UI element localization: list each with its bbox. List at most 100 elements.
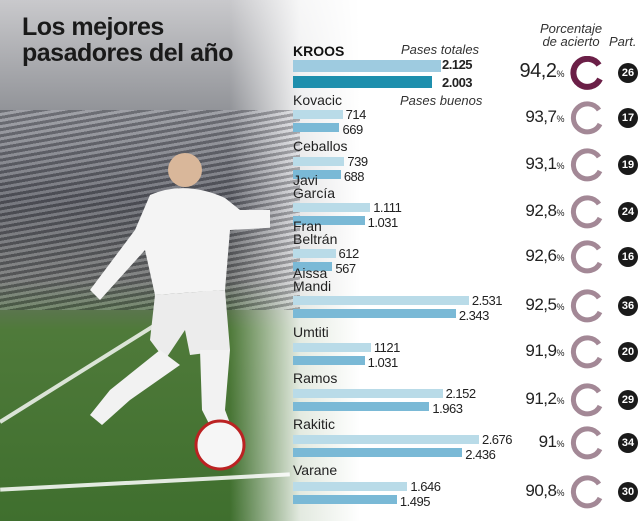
value-good-passes: 1.495: [399, 494, 431, 509]
bar-good-passes: [293, 495, 397, 504]
matches-badge: 16: [618, 247, 638, 267]
pct-suffix: %: [556, 161, 564, 171]
bar-total-passes: [293, 343, 371, 352]
value-total-passes: 612: [338, 246, 360, 261]
header-pct-line2: de acierto: [542, 34, 600, 49]
accuracy-percentage: 91,2%: [525, 389, 564, 409]
pct-value: 91,2: [525, 389, 557, 408]
pct-suffix: %: [556, 439, 564, 449]
pct-value: 92,5: [525, 295, 557, 314]
matches-badge: 24: [618, 202, 638, 222]
accuracy-ring: [570, 195, 603, 229]
player-name: Ramos: [293, 370, 338, 386]
header-pct-line1: Porcentaje: [540, 21, 603, 36]
bar-total-passes: [293, 203, 371, 212]
page-title: Los mejores pasadores del año: [22, 14, 234, 67]
bar-total-passes: [293, 482, 408, 491]
player-name: Fran Beltrán: [293, 218, 338, 247]
bar-total-passes: [293, 435, 479, 444]
bar-total-passes: [293, 296, 469, 305]
header-good-passes: Pases buenos: [400, 93, 483, 108]
accuracy-ring: [570, 335, 603, 369]
pct-value: 92,8: [525, 201, 557, 220]
pct-suffix: %: [556, 396, 564, 406]
accuracy-percentage: 90,8%: [525, 481, 564, 501]
title-line-2: pasadores del año: [22, 39, 234, 67]
value-total-passes: 2.125: [442, 57, 473, 72]
bar-good-passes: [293, 309, 456, 318]
header-percentage: Porcentaje de acierto: [540, 22, 602, 48]
value-good-passes: 2.003: [442, 75, 473, 90]
pct-suffix: %: [556, 488, 564, 498]
accuracy-ring: [570, 240, 603, 274]
value-good-passes: 567: [335, 261, 356, 276]
accuracy-arc: [570, 475, 603, 509]
bar-total-passes: [293, 60, 441, 72]
header-total-passes: Pases totales: [401, 42, 480, 57]
accuracy-arc: [570, 101, 603, 135]
player-illustration: [90, 153, 270, 471]
bar-good-passes: [293, 402, 430, 411]
pct-value: 91,9: [525, 341, 557, 360]
accuracy-ring: [570, 56, 603, 90]
player-name: Kovacic: [293, 92, 343, 108]
pct-suffix: %: [556, 348, 564, 358]
pct-value: 92,6: [525, 246, 557, 265]
value-total-passes: 2.531: [471, 293, 503, 308]
bar-total-passes: [293, 157, 345, 166]
matches-badge: 34: [618, 433, 638, 453]
pct-suffix: %: [556, 208, 564, 218]
bar-good-passes: [293, 262, 333, 271]
bar-total-passes: [293, 389, 443, 398]
value-good-passes: 2.436: [465, 447, 496, 462]
accuracy-ring: [570, 383, 603, 417]
matches-badge: 29: [618, 390, 638, 410]
player-name: Rakitic: [293, 416, 336, 432]
pct-suffix: %: [556, 253, 564, 263]
accuracy-percentage: 92,8%: [525, 201, 564, 221]
bar-good-passes: [293, 170, 341, 179]
player-name: Ceballos: [293, 138, 348, 154]
accuracy-ring: [570, 148, 603, 182]
matches-badge: 19: [618, 155, 638, 175]
accuracy-arc: [570, 195, 603, 229]
player-name: Aissa Mandi: [293, 265, 332, 294]
pct-suffix: %: [556, 69, 564, 79]
pct-suffix: %: [556, 114, 564, 124]
accuracy-percentage: 91,9%: [525, 341, 564, 361]
accuracy-arc: [570, 148, 603, 182]
bar-good-passes: [293, 76, 433, 88]
value-total-passes: 1121: [373, 340, 400, 355]
pct-value: 93,1: [525, 154, 557, 173]
accuracy-percentage: 93,7%: [525, 107, 564, 127]
player-name: Javi García: [293, 172, 336, 201]
accuracy-arc: [570, 289, 603, 323]
value-total-passes: 739: [347, 154, 368, 169]
value-total-passes: 2.152: [445, 386, 477, 401]
bar-total-passes: [293, 249, 336, 258]
pct-suffix: %: [556, 302, 564, 312]
value-good-passes: 669: [342, 122, 363, 137]
accuracy-percentage: 93,1%: [525, 154, 564, 174]
accuracy-ring: [570, 289, 603, 323]
matches-badge: 17: [618, 108, 638, 128]
value-total-passes: 2.676: [481, 432, 513, 447]
value-total-passes: 1.646: [410, 479, 441, 494]
accuracy-percentage: 94,2%: [519, 60, 565, 83]
accuracy-arc: [570, 56, 603, 90]
player-name: Umtiti: [293, 324, 329, 340]
accuracy-percentage: 92,5%: [525, 295, 564, 315]
matches-badge: 20: [618, 342, 638, 362]
accuracy-arc: [570, 383, 603, 417]
header-matches: Part.: [609, 34, 637, 49]
value-good-passes: 2.343: [458, 308, 490, 323]
accuracy-percentage: 91%: [539, 432, 565, 452]
accuracy-percentage: 92,6%: [525, 246, 564, 266]
accuracy-ring: [570, 475, 603, 509]
bar-good-passes: [293, 356, 365, 365]
pct-value: 94,2: [519, 60, 557, 82]
player-name: Varane: [293, 462, 338, 478]
value-good-passes: 1.031: [367, 355, 399, 370]
bar-total-passes: [293, 110, 343, 119]
player-name: KROOS: [293, 43, 345, 59]
